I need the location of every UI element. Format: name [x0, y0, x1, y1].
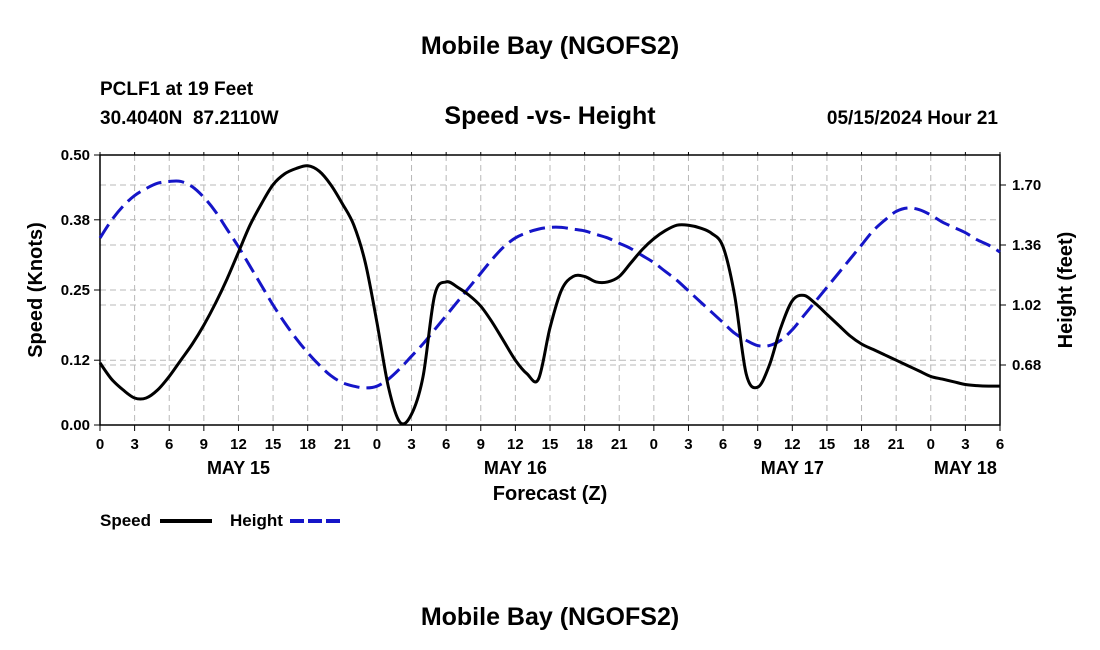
x-axis-label: Forecast (Z) — [493, 483, 607, 505]
x-tick-label: 12 — [784, 436, 801, 453]
x-tick-label: 3 — [961, 436, 969, 453]
day-label: MAY 15 — [207, 458, 270, 478]
x-tick-label: 18 — [853, 436, 870, 453]
day-label: MAY 18 — [934, 458, 997, 478]
location-label: 30.4040N 87.2110W — [100, 108, 279, 129]
x-tick-label: 15 — [542, 436, 559, 453]
day-label: MAY 16 — [484, 458, 547, 478]
x-tick-label: 21 — [611, 436, 628, 453]
x-tick-label: 6 — [442, 436, 450, 453]
legend-label-speed: Speed — [100, 511, 151, 530]
x-tick-label: 6 — [165, 436, 173, 453]
x-tick-label: 21 — [888, 436, 905, 453]
x-tick-label: 6 — [996, 436, 1004, 453]
x-tick-label: 9 — [200, 436, 208, 453]
legend: Speed Height — [100, 511, 342, 530]
x-tick-label: 18 — [576, 436, 593, 453]
chart-subtitle: Speed -vs- Height — [444, 102, 656, 130]
left-y-tick-label: 0.50 — [61, 147, 90, 164]
grid — [100, 155, 1000, 425]
series-line-height — [98, 179, 1001, 390]
left-y-tick-label: 0.12 — [61, 352, 90, 369]
left-y-tick-label: 0.38 — [61, 212, 90, 229]
y-axis-label-right: Height (feet) — [1055, 232, 1077, 349]
chart-title: Mobile Bay (NGOFS2) — [421, 32, 679, 60]
x-tick-label: 21 — [334, 436, 351, 453]
x-tick-label: 15 — [265, 436, 282, 453]
right-y-tick-label: 1.02 — [1012, 297, 1041, 314]
right-y-axis: 0.68 1.02 1.36 1.70 — [1000, 177, 1041, 374]
x-tick-label: 0 — [650, 436, 658, 453]
forecast-datetime: 05/15/2024 Hour 21 — [827, 108, 999, 129]
y-axis-label-left: Speed (Knots) — [25, 222, 47, 358]
x-tick-label: 12 — [507, 436, 524, 453]
day-labels: MAY 15 MAY 16 MAY 17 MAY 18 — [207, 458, 997, 478]
left-y-tick-label: 0.00 — [61, 417, 90, 434]
right-y-tick-label: 1.36 — [1012, 237, 1041, 254]
x-tick-label: 6 — [719, 436, 727, 453]
x-tick-label: 0 — [373, 436, 381, 453]
station-label: PCLF1 at 19 Feet — [100, 79, 254, 100]
x-tick-label: 12 — [230, 436, 247, 453]
x-tick-label: 9 — [477, 436, 485, 453]
x-tick-label: 0 — [927, 436, 935, 453]
legend-label-height: Height — [230, 511, 283, 530]
x-tick-label: 3 — [684, 436, 692, 453]
x-tick-label: 15 — [819, 436, 836, 453]
right-y-tick-label: 0.68 — [1012, 357, 1041, 374]
x-tick-label: 0 — [96, 436, 104, 453]
x-tick-label: 3 — [130, 436, 138, 453]
x-tick-label: 18 — [299, 436, 316, 453]
series-line-speed — [98, 164, 1001, 426]
left-y-tick-label: 0.25 — [61, 282, 90, 299]
right-y-tick-label: 1.70 — [1012, 177, 1041, 194]
x-tick-label: 9 — [754, 436, 762, 453]
footer-title: Mobile Bay (NGOFS2) — [421, 603, 679, 631]
series-layer — [98, 164, 1001, 426]
left-y-axis: 0.00 0.12 0.25 0.38 0.50 — [61, 147, 100, 434]
x-tick-label: 3 — [407, 436, 415, 453]
day-label: MAY 17 — [761, 458, 824, 478]
x-axis: 0 3 6 9 12 15 18 21 0 3 6 9 12 15 18 21 0 3 6 9 12 15 18 21 0 3 6 — [96, 152, 1004, 453]
